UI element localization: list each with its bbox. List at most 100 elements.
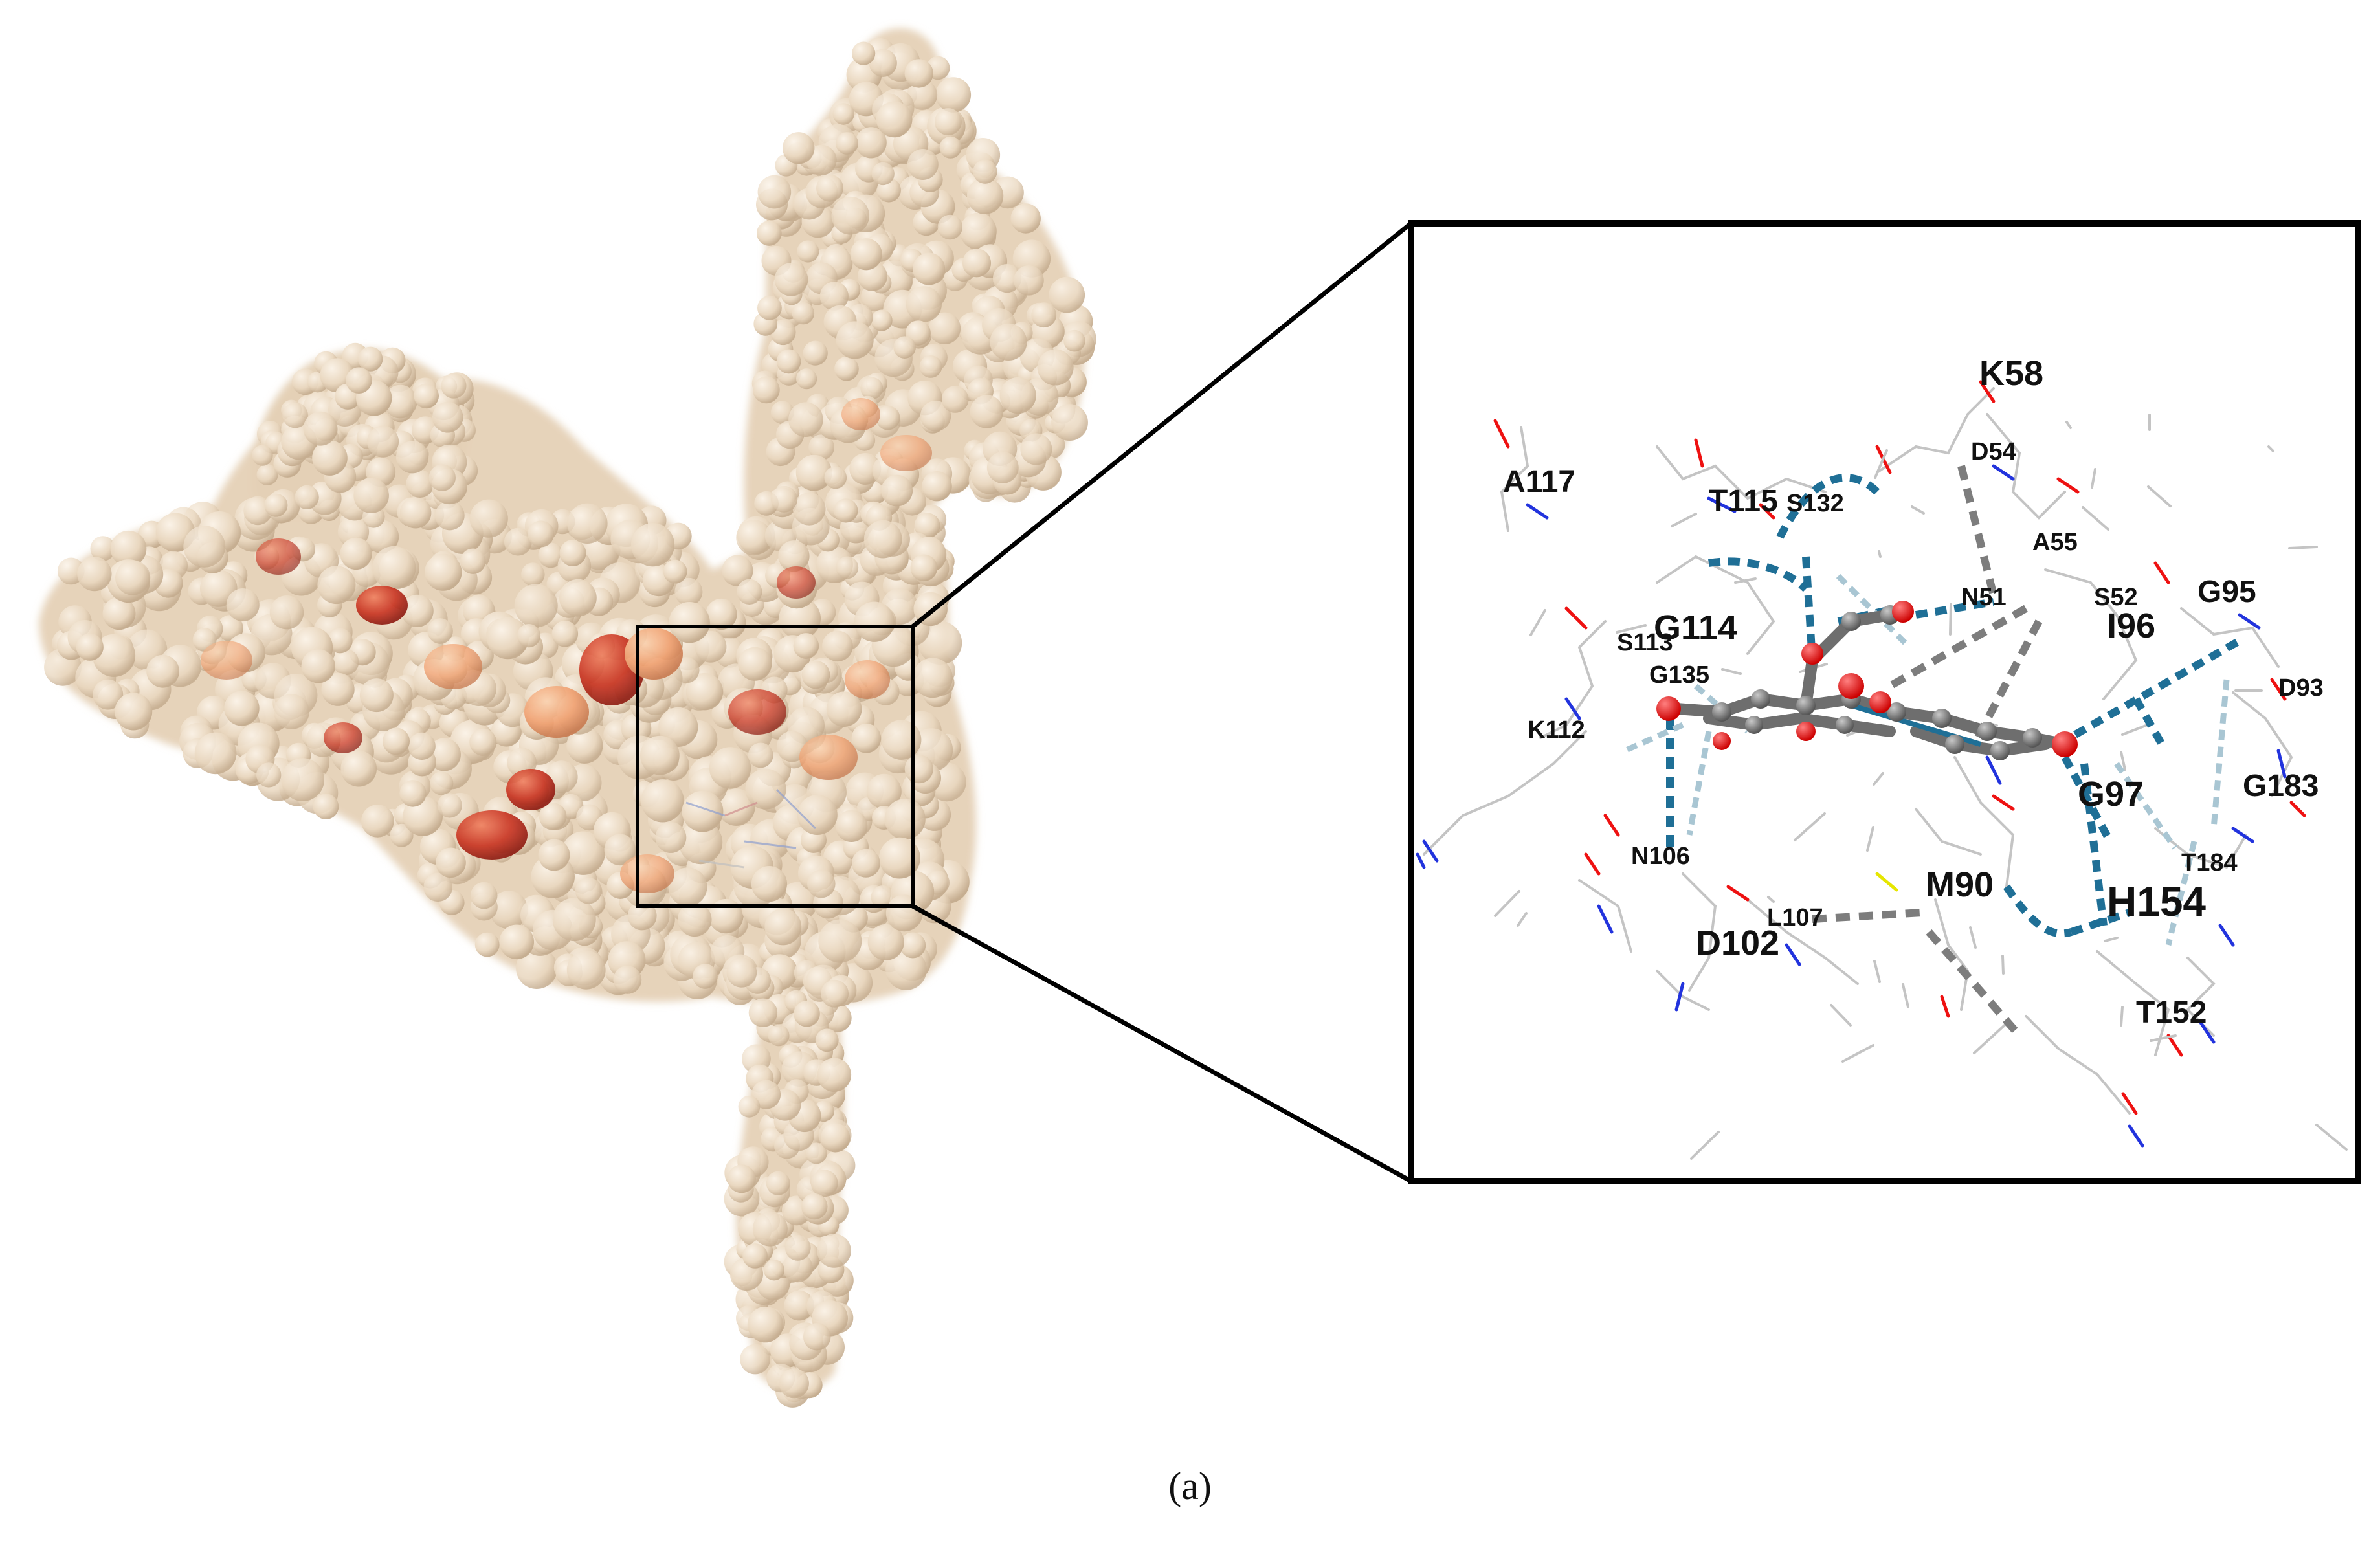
surface-bead (757, 175, 792, 209)
surface-bead (499, 924, 534, 960)
surface-bead (441, 373, 467, 399)
selection-box (636, 625, 915, 908)
surface-bead (383, 727, 410, 755)
surface-bead (855, 127, 887, 159)
atom-tip (1707, 496, 1737, 513)
hbond-dash (1776, 474, 1880, 539)
hotspot-patch (201, 641, 252, 680)
hotspot-patch (728, 689, 786, 735)
atom-tip (2231, 827, 2254, 843)
surface-bead (919, 355, 942, 378)
surface-bead (784, 1290, 814, 1321)
surface-bead (1037, 349, 1074, 386)
residue-label-g135: G135 (1649, 661, 1709, 689)
surface-bead (879, 837, 920, 879)
residue-stick (1953, 756, 2015, 888)
hotspot-patch (625, 628, 683, 680)
surface-bead (973, 159, 997, 184)
surface-bead (834, 356, 859, 381)
residue-stick (1423, 730, 1587, 856)
residue-stick (1949, 603, 1952, 636)
surface-bead (406, 469, 434, 498)
surface-bead (709, 747, 751, 789)
surface-bead (835, 810, 868, 843)
surface-bead (884, 799, 926, 840)
residue-stick (1690, 1131, 1720, 1160)
surface-bead (282, 402, 308, 428)
surface-bead (727, 1164, 756, 1193)
surface-bead (783, 132, 815, 164)
residue-stick (1873, 960, 1881, 983)
surface-bead (779, 597, 821, 639)
residue-stick (2120, 1006, 2124, 1027)
surface-bead (914, 513, 940, 539)
zoom-line-bottom (911, 904, 1412, 1184)
surface-bead (1014, 265, 1044, 296)
surface-bead (183, 526, 226, 568)
atom-tip (1597, 904, 1614, 934)
surface-bead (1049, 276, 1085, 313)
weak-hbond-dash (2165, 840, 2197, 946)
surface-bead (986, 452, 1019, 483)
surface-bead (281, 758, 325, 801)
surface-bead (768, 1025, 790, 1047)
hotspot-patch (256, 538, 301, 575)
surface-bead (751, 866, 787, 902)
surface-bead (460, 548, 486, 574)
surface-bead (815, 1028, 839, 1052)
surface-bead (778, 540, 810, 572)
surface-bead (559, 540, 586, 566)
atom-tip (1985, 755, 2002, 785)
surface-bead (640, 735, 680, 775)
surface-bead (757, 295, 782, 320)
residue-stick (1915, 808, 1982, 856)
surface-bead (604, 834, 636, 866)
atom-tip (2289, 801, 2306, 817)
surface-bead (425, 553, 462, 591)
surface-bead (900, 932, 926, 959)
surface-bead (627, 901, 657, 931)
surface-bead (1010, 203, 1041, 234)
contact-dash (1888, 605, 2028, 690)
surface-bead (1031, 302, 1057, 328)
surface-bead (274, 694, 309, 729)
residue-label-n51: N51 (1961, 584, 2007, 611)
hotspot-patch (424, 644, 482, 689)
atom-tip (1603, 814, 1620, 837)
surface-bead (722, 555, 753, 586)
residue-stick (2096, 950, 2170, 1056)
surface-bead (782, 1252, 813, 1283)
residue-stick (2315, 1124, 2348, 1151)
surface-bead (321, 672, 355, 706)
residue-label-n106: N106 (1631, 843, 1690, 870)
residue-stick (1830, 1004, 1852, 1027)
atom-tip (1785, 943, 1801, 966)
surface-bead (910, 554, 938, 582)
atom-tip (2166, 1034, 2183, 1057)
surface-bead (399, 496, 432, 529)
surface-bead (527, 520, 555, 548)
surface-bead (115, 560, 151, 595)
residue-stick (1539, 620, 1607, 739)
surface-bead (423, 872, 452, 902)
surface-bead (539, 803, 567, 830)
atom-tip (1979, 380, 1996, 403)
surface-bead (939, 136, 962, 159)
hotspot-patch (880, 435, 932, 471)
surface-bead (788, 402, 823, 437)
hotspot-patch (524, 686, 589, 738)
residue-stick (1878, 550, 1882, 558)
residue-label-d93: D93 (2278, 674, 2324, 702)
residue-stick (1876, 387, 1995, 474)
surface-bead (566, 727, 603, 764)
surface-bead (353, 478, 389, 513)
surface-bead (937, 214, 963, 240)
surface-bead (313, 794, 339, 819)
surface-bead (748, 742, 773, 768)
residue-label-t184: T184 (2181, 849, 2238, 876)
residue-stick (2065, 421, 2072, 429)
surface-bead (693, 964, 718, 989)
surface-bead (836, 132, 858, 155)
surface-bead (794, 1000, 820, 1027)
